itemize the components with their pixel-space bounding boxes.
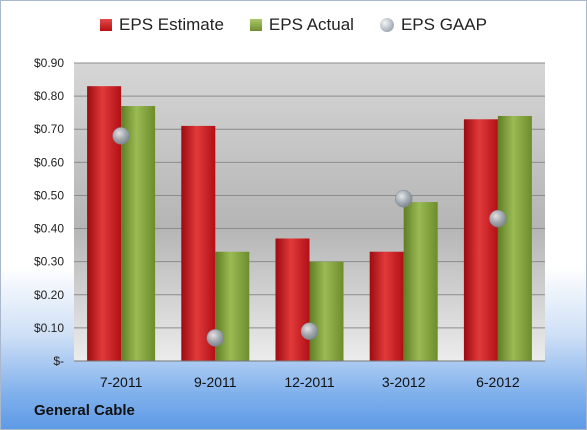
marker-eps-gaap [206, 329, 225, 347]
legend-swatch-gaap [379, 18, 394, 32]
y-tick-label: $0.60 [34, 155, 64, 169]
y-tick-label: $0.50 [34, 188, 64, 202]
bar-eps-actual [121, 106, 156, 362]
bar-eps-estimate [463, 119, 498, 362]
bar-eps-estimate [87, 86, 122, 361]
legend-label-gaap: EPS GAAP [400, 15, 487, 34]
bar-eps-estimate [275, 238, 310, 361]
legend-swatch-actual [249, 19, 262, 31]
y-tick-label: $0.80 [34, 89, 64, 103]
y-tick-label: $0.10 [34, 321, 64, 335]
bar-eps-actual [403, 202, 438, 361]
x-tick-label: 9-2011 [194, 374, 237, 390]
chart-legend: EPS Estimate EPS Actual EPS GAAP [1, 15, 586, 35]
bar-eps-actual [497, 115, 532, 361]
company-name: General Cable [34, 402, 135, 419]
y-tick-label: $0.30 [34, 255, 64, 269]
y-tick-label: $0.90 [34, 56, 64, 70]
marker-eps-gaap [112, 127, 130, 145]
marker-eps-gaap [489, 209, 507, 228]
legend-item-actual: EPS Actual [249, 15, 354, 35]
y-tick-label: $- [53, 354, 64, 368]
marker-eps-gaap [300, 322, 319, 340]
bar-eps-actual [309, 261, 344, 361]
x-tick-label: 7-2011 [100, 374, 143, 390]
legend-swatch-estimate [100, 19, 113, 31]
legend-label-estimate: EPS Estimate [119, 15, 224, 34]
y-tick-label: $0.70 [34, 122, 64, 136]
legend-label-actual: EPS Actual [268, 15, 354, 34]
y-tick-label: $0.20 [34, 288, 64, 302]
x-tick-label: 6-2012 [476, 374, 520, 390]
marker-eps-gaap [394, 190, 413, 208]
bar-eps-estimate [369, 251, 404, 361]
x-tick-label: 12-2011 [284, 374, 335, 390]
bar-eps-estimate [181, 125, 216, 362]
legend-item-gaap: EPS GAAP [379, 15, 487, 35]
legend-item-estimate: EPS Estimate [100, 15, 224, 35]
x-tick-label: 3-2012 [382, 374, 426, 390]
y-tick-label: $0.40 [34, 222, 64, 236]
